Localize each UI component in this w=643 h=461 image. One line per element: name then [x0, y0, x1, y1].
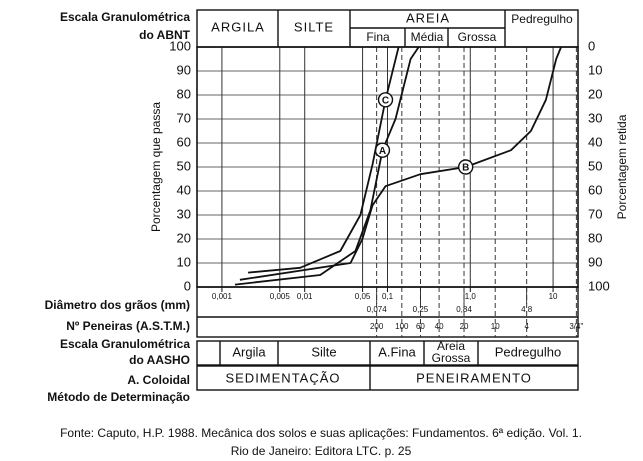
abnt-fina: Fina: [366, 30, 390, 44]
aasho-silte: Silte: [311, 344, 336, 359]
sieve-label: 200: [370, 322, 384, 331]
y2-tick-label: 20: [588, 86, 602, 101]
x-tick-label: 0,25: [413, 305, 429, 314]
y-tick-label: 70: [177, 110, 191, 125]
y2-tick-label: 70: [588, 206, 602, 221]
curve-label: C: [382, 95, 389, 106]
y-tick-label: 30: [177, 206, 191, 221]
x-tick-label: 0,005: [270, 292, 291, 301]
y-tick-label: 60: [177, 134, 191, 149]
y2-tick-label: 40: [588, 134, 602, 149]
y2-tick-label: 0: [588, 38, 595, 53]
curve-label-circle: [457, 159, 474, 175]
method-sedimentacao: SEDIMENTAÇÃO: [225, 370, 340, 385]
x-tick-label: 4,8: [521, 305, 533, 314]
sieve-label: 20: [460, 322, 469, 331]
diameter-label: Diâmetro dos grãos (mm): [45, 298, 190, 312]
aasho-areia-grossa: Grossa: [432, 351, 471, 365]
method-peneiramento: PENEIRAMENTO: [416, 370, 532, 385]
y-tick-label: 10: [177, 254, 191, 269]
abnt-label: Escala Granulométrica: [60, 10, 190, 24]
sieve-label: 4: [524, 322, 529, 331]
method-frame: [196, 365, 579, 391]
y-tick-label: 100: [169, 38, 191, 53]
x-tick-label: 0,01: [297, 292, 313, 301]
curve-label: A: [379, 146, 386, 157]
sieve-label: 3/4": [569, 322, 583, 331]
x-tick-label: 0,05: [355, 292, 371, 301]
y2-tick-label: 60: [588, 182, 602, 197]
x-tick-label: 0,001: [212, 292, 233, 301]
abnt-pedregulho: Pedregulho: [511, 12, 573, 26]
abnt-media: Média: [411, 30, 444, 44]
aasho-frame: [196, 340, 579, 366]
method-label: Método de Determinação: [47, 390, 190, 404]
x-tick-label: 0,074: [367, 305, 388, 314]
aasho-areia-fina: A.Fina: [378, 344, 416, 359]
abnt-grossa: Grossa: [458, 30, 497, 44]
x-tick-label: 1,0: [465, 292, 477, 301]
plot-frame: [196, 46, 579, 288]
sieve-label: 40: [435, 322, 444, 331]
y2-axis-title: Porcentagem retida: [615, 114, 629, 219]
source: Rio de Janeiro: Editora LTC. p. 25: [231, 444, 412, 458]
y-axis-title: Porcentagem que passa: [149, 102, 163, 232]
y-tick-label: 40: [177, 182, 191, 197]
abnt-label: do ABNT: [139, 28, 191, 42]
y2-tick-label: 10: [588, 62, 602, 77]
y-tick-label: 20: [177, 230, 191, 245]
y2-tick-label: 30: [588, 110, 602, 125]
curve: [234, 46, 420, 286]
aasho-areia-grossa: Areia: [437, 339, 465, 353]
y-tick-label: 0: [184, 278, 191, 293]
abnt-areia: AREIA: [406, 10, 450, 25]
y-tick-label: 80: [177, 86, 191, 101]
x-tick-label: 10: [549, 292, 558, 301]
sieve-label: Nº Peneiras (A.S.T.M.): [66, 319, 190, 333]
y-tick-label: 90: [177, 62, 191, 77]
abnt-argila: ARGILA: [211, 19, 265, 34]
coloidal-label: A. Coloidal: [127, 373, 190, 387]
x-tick-label: 0,1: [382, 292, 394, 301]
y2-tick-label: 90: [588, 254, 602, 269]
sieve-label: 60: [416, 322, 425, 331]
curve: [239, 46, 562, 281]
aasho-argila: Argila: [232, 344, 266, 359]
y2-tick-label: 50: [588, 158, 602, 173]
aasho-label: do AASHO: [129, 353, 190, 367]
curve-label-circle: [377, 92, 394, 108]
aasho-label: Escala Granulométrica: [60, 337, 190, 351]
y-tick-label: 50: [177, 158, 191, 173]
y2-tick-label: 80: [588, 230, 602, 245]
source: Fonte: Caputo, H.P. 1988. Mecânica dos s…: [60, 426, 582, 440]
x-tick-label: 0,84: [456, 305, 472, 314]
aasho-pedregulho: Pedregulho: [495, 344, 562, 359]
abnt-silte: SILTE: [294, 19, 334, 34]
sieve-label: 100: [395, 322, 409, 331]
sieve-label: 10: [491, 322, 500, 331]
y2-tick-label: 100: [588, 278, 610, 293]
curve-label: B: [462, 163, 469, 174]
